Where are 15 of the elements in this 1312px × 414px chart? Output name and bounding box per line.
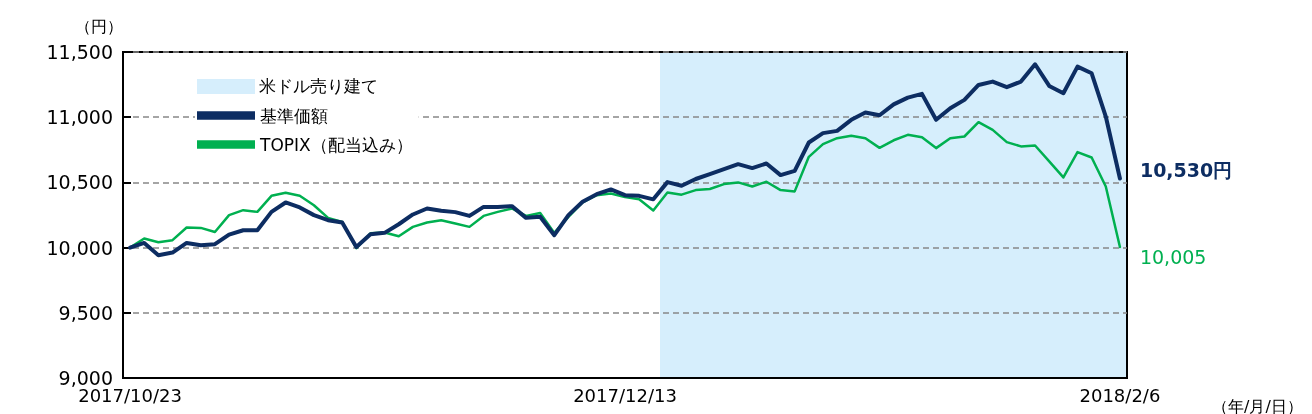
y-axis-title: （円）: [75, 16, 123, 36]
data-label: 10,005: [1139, 245, 1207, 268]
y-tick-label: 9,500: [58, 301, 113, 324]
y-tick-label: 10,500: [46, 171, 113, 194]
data-label: 10,530円: [1139, 159, 1233, 182]
y-tick-label: 11,000: [46, 106, 113, 129]
line-series: [128, 62, 1122, 258]
x-tick-label: 2017/12/13: [573, 384, 677, 406]
annotation: 米ドル売り建て: [259, 75, 378, 98]
y-tick-label: 10,000: [46, 236, 113, 259]
legend-label: 基準価額: [260, 105, 328, 126]
legend-label: TOPIX（配当込み）: [259, 134, 413, 155]
y-tick-label: 11,500: [46, 41, 113, 63]
x-axis-title: （年/月/日）: [1212, 396, 1303, 414]
x-tick-label: 2018/2/6: [1079, 384, 1161, 406]
